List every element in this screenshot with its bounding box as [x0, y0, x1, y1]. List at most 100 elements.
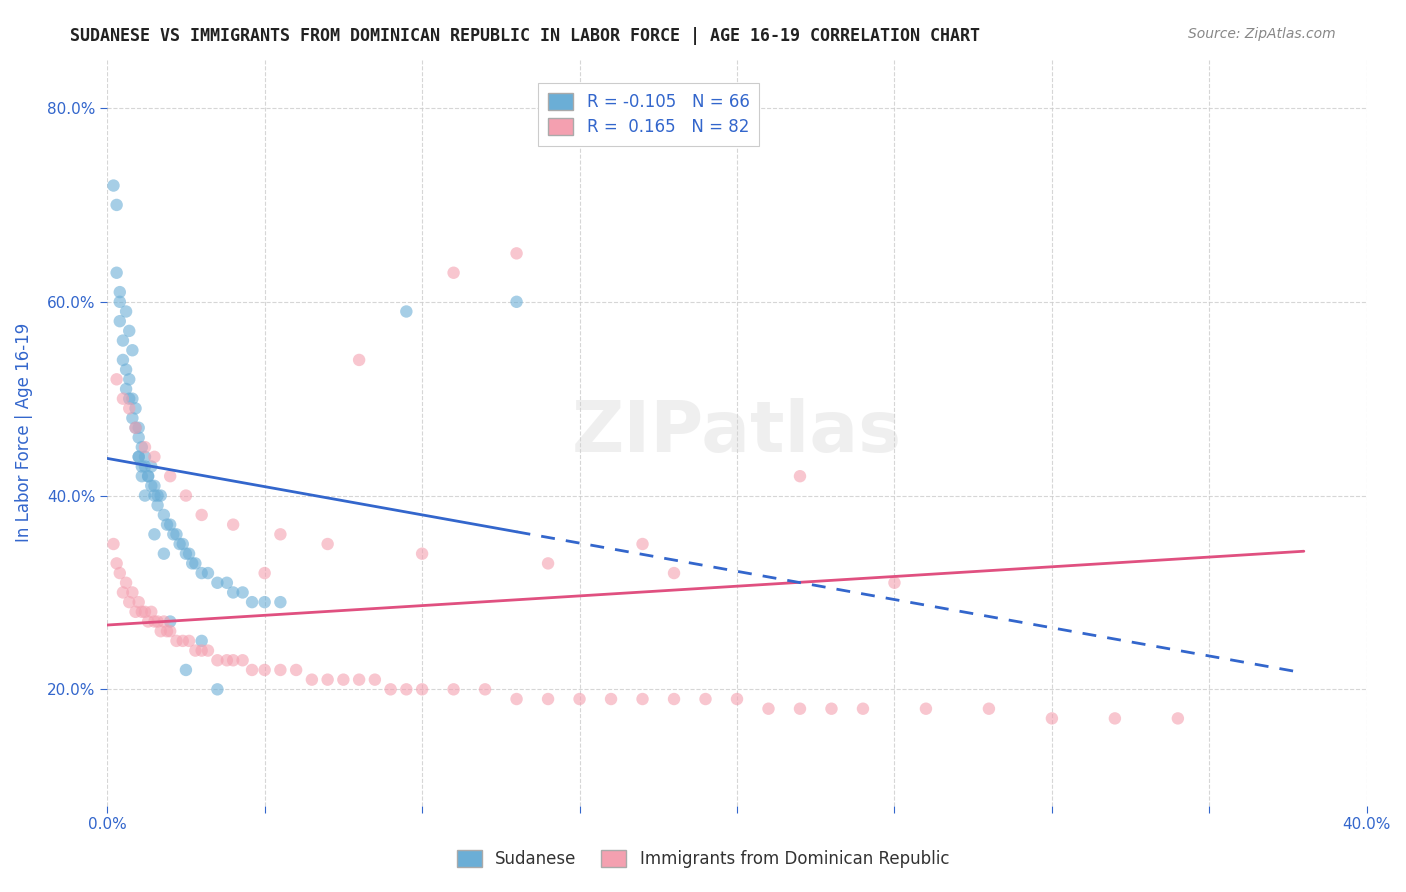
Point — [105, 557, 128, 571]
Point — [725, 692, 748, 706]
Point — [174, 663, 197, 677]
Point — [190, 566, 212, 580]
Point — [172, 537, 194, 551]
Point — [131, 440, 153, 454]
Point — [118, 392, 141, 406]
Point — [1104, 711, 1126, 725]
Point — [141, 479, 163, 493]
Point — [166, 527, 188, 541]
Point — [240, 595, 263, 609]
Point — [301, 673, 323, 687]
Point — [789, 702, 811, 716]
Point — [240, 663, 263, 677]
Point — [111, 392, 134, 406]
Point — [332, 673, 354, 687]
Point — [103, 537, 125, 551]
Point — [316, 673, 339, 687]
Point — [159, 624, 181, 639]
Point — [105, 266, 128, 280]
Point — [143, 479, 166, 493]
Point — [207, 682, 229, 697]
Point — [134, 489, 156, 503]
Point — [134, 459, 156, 474]
Point — [207, 575, 229, 590]
Point — [789, 469, 811, 483]
Point — [143, 450, 166, 464]
Point — [631, 692, 654, 706]
Point — [443, 682, 465, 697]
Point — [269, 527, 291, 541]
Point — [111, 353, 134, 368]
Point — [820, 702, 842, 716]
Point — [118, 595, 141, 609]
Point — [111, 585, 134, 599]
Point — [143, 615, 166, 629]
Point — [118, 401, 141, 416]
Point — [156, 517, 179, 532]
Point — [174, 547, 197, 561]
Point — [124, 401, 146, 416]
Text: ZIPatlas: ZIPatlas — [572, 398, 903, 467]
Point — [695, 692, 717, 706]
Point — [136, 469, 159, 483]
Point — [103, 178, 125, 193]
Point — [232, 653, 254, 667]
Point — [631, 537, 654, 551]
Point — [411, 547, 433, 561]
Point — [568, 692, 591, 706]
Point — [177, 547, 200, 561]
Point — [395, 682, 418, 697]
Point — [121, 411, 143, 425]
Point — [108, 294, 131, 309]
Point — [128, 430, 150, 444]
Point — [134, 450, 156, 464]
Point — [124, 421, 146, 435]
Point — [143, 489, 166, 503]
Point — [115, 575, 138, 590]
Point — [883, 575, 905, 590]
Point — [149, 624, 172, 639]
Point — [269, 595, 291, 609]
Point — [222, 653, 245, 667]
Point — [215, 653, 238, 667]
Point — [253, 663, 276, 677]
Point — [347, 353, 370, 368]
Point — [316, 537, 339, 551]
Point — [121, 585, 143, 599]
Point — [146, 615, 169, 629]
Point — [215, 575, 238, 590]
Point — [146, 489, 169, 503]
Point — [131, 459, 153, 474]
Point — [197, 643, 219, 657]
Point — [177, 633, 200, 648]
Point — [852, 702, 875, 716]
Point — [136, 469, 159, 483]
Point — [159, 615, 181, 629]
Point — [134, 440, 156, 454]
Text: Source: ZipAtlas.com: Source: ZipAtlas.com — [1188, 27, 1336, 41]
Point — [128, 450, 150, 464]
Point — [166, 633, 188, 648]
Point — [443, 266, 465, 280]
Point — [977, 702, 1000, 716]
Point — [136, 615, 159, 629]
Point — [108, 314, 131, 328]
Point — [232, 585, 254, 599]
Point — [105, 372, 128, 386]
Point — [190, 643, 212, 657]
Point — [174, 489, 197, 503]
Point — [124, 605, 146, 619]
Point — [253, 595, 276, 609]
Point — [181, 557, 204, 571]
Point — [172, 633, 194, 648]
Point — [253, 566, 276, 580]
Point — [184, 643, 207, 657]
Point — [915, 702, 938, 716]
Point — [269, 663, 291, 677]
Point — [197, 566, 219, 580]
Point — [505, 692, 527, 706]
Point — [108, 285, 131, 299]
Point — [131, 469, 153, 483]
Point — [115, 382, 138, 396]
Point — [131, 605, 153, 619]
